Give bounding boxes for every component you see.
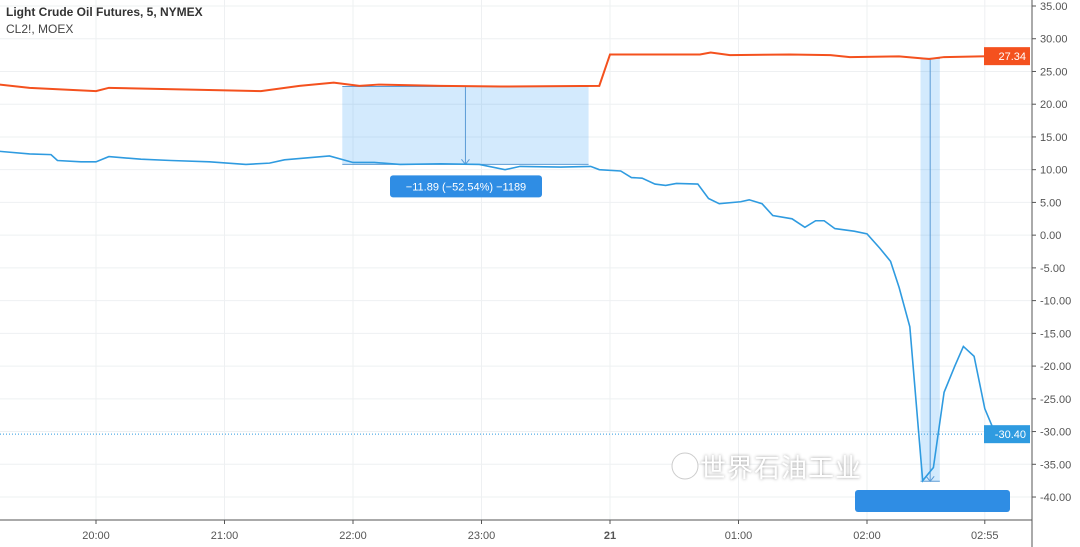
- x-tick-label: 01:00: [725, 530, 753, 542]
- measure-arrowhead: [925, 475, 935, 483]
- y-tick-label: -10.00: [1040, 296, 1071, 308]
- y-tick-label: 5.00: [1040, 197, 1061, 209]
- measure-label-box: [390, 175, 542, 198]
- last-value-label: 27.34: [998, 51, 1026, 63]
- y-tick-label: -40.00: [1040, 492, 1071, 504]
- y-tick-label: -25.00: [1040, 394, 1071, 406]
- chart-title: Light Crude Oil Futures, 5, NYMEX: [6, 5, 203, 19]
- measure-label-box: [855, 490, 1010, 512]
- watermark: 世界石油工业: [700, 454, 863, 484]
- wechat-icon: [671, 452, 699, 480]
- measure-label: −11.89 (−52.54%) −1189: [406, 181, 526, 193]
- x-tick-label: 02:55: [971, 530, 999, 542]
- y-tick-label: 35.00: [1040, 1, 1068, 13]
- y-tick-label: 30.00: [1040, 34, 1068, 46]
- y-tick-label: 25.00: [1040, 66, 1068, 78]
- last-value-badge: [984, 47, 1030, 66]
- y-tick-label: 10.00: [1040, 165, 1068, 177]
- x-tick-label: 20:00: [82, 530, 110, 542]
- y-tick-label: -30.00: [1040, 427, 1071, 439]
- x-tick-label: 21:00: [211, 530, 239, 542]
- chart-subtitle: CL2!, MOEX: [6, 22, 74, 36]
- x-tick-label: 22:00: [339, 530, 367, 542]
- y-tick-label: -5.00: [1040, 263, 1065, 275]
- y-tick-label: -15.00: [1040, 328, 1071, 340]
- series-line: [0, 150, 997, 483]
- y-tick-label: 20.00: [1040, 99, 1068, 111]
- y-tick-label: -20.00: [1040, 361, 1071, 373]
- last-value-badge: [984, 425, 1030, 444]
- x-tick-label: 02:00: [853, 530, 881, 542]
- x-tick-label: 23:00: [468, 530, 496, 542]
- y-tick-label: 0.00: [1040, 230, 1061, 242]
- x-tick-label: 21: [604, 530, 616, 542]
- last-value-label: -30.40: [995, 429, 1026, 441]
- y-tick-label: 15.00: [1040, 132, 1068, 144]
- y-tick-label: -35.00: [1040, 459, 1071, 471]
- series-line: [0, 51, 996, 93]
